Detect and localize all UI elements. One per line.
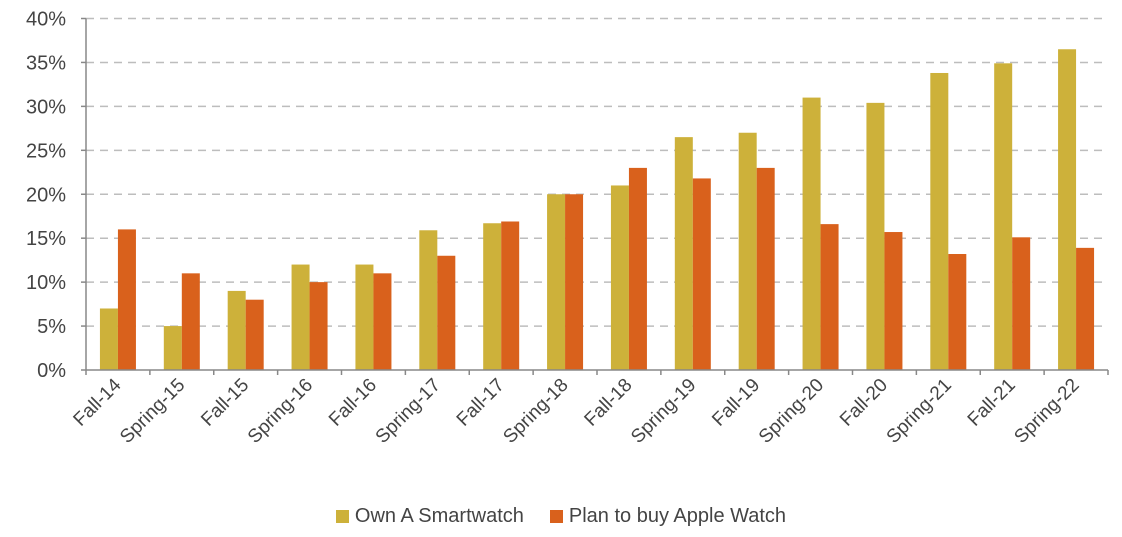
y-tick-label: 0%: [37, 360, 66, 382]
bar-own-smartwatch-spring-16: [291, 264, 310, 370]
bar-plan-to-buy-spring-16: [309, 282, 328, 370]
x-tick-label: Fall-18: [581, 375, 637, 431]
y-tick-label: 10%: [26, 272, 66, 294]
y-tick-label: 25%: [26, 140, 66, 162]
y-tick-label: 40%: [26, 9, 66, 31]
legend-item-own-smartwatch: Own A Smartwatch: [335, 505, 524, 528]
y-tick-label: 30%: [26, 96, 66, 118]
bar-plan-to-buy-fall-18: [628, 167, 647, 370]
bar-own-smartwatch-fall-15: [227, 290, 246, 370]
bar-own-smartwatch-fall-14: [99, 308, 118, 370]
bar-plan-to-buy-fall-17: [501, 221, 520, 370]
x-tick-label: Fall-21: [964, 375, 1020, 431]
x-tick-label: Fall-14: [70, 374, 126, 430]
y-tick-label: 15%: [26, 228, 66, 250]
bar-own-smartwatch-spring-20: [802, 97, 821, 371]
bar-own-smartwatch-spring-21: [930, 72, 949, 371]
bar-plan-to-buy-fall-19: [756, 167, 775, 370]
x-tick-label: Spring-22: [1010, 375, 1083, 448]
x-tick-label: Fall-16: [325, 375, 381, 431]
bar-plan-to-buy-fall-16: [373, 273, 392, 370]
y-tick-label: 5%: [37, 316, 66, 338]
legend-swatch-plan-to-buy: [549, 510, 563, 523]
x-tick-label: Spring-16: [244, 375, 317, 448]
bar-plan-to-buy-spring-15: [181, 273, 200, 370]
legend-label-plan-to-buy: Plan to buy Apple Watch: [568, 505, 787, 527]
bar-plan-to-buy-spring-17: [437, 255, 456, 370]
x-tick-label: Fall-17: [453, 375, 509, 431]
bar-own-smartwatch-fall-20: [866, 102, 885, 371]
legend-item-plan-to-buy: Plan to buy Apple Watch: [549, 505, 787, 528]
bar-own-smartwatch-fall-21: [994, 63, 1013, 370]
bar-own-smartwatch-spring-19: [674, 137, 693, 370]
bar-plan-to-buy-spring-22: [1076, 247, 1095, 370]
bar-plan-to-buy-fall-20: [884, 232, 903, 370]
bar-plan-to-buy-spring-19: [692, 178, 711, 370]
x-tick-label: Spring-21: [883, 375, 956, 448]
x-tick-label: Fall-20: [836, 375, 892, 431]
bar-own-smartwatch-spring-17: [419, 230, 438, 370]
bar-chart: 0%5%10%15%20%25%30%35%40%Fall-14Spring-1…: [26, 9, 1109, 448]
bar-own-smartwatch-spring-15: [163, 326, 182, 370]
bar-plan-to-buy-fall-14: [117, 229, 136, 370]
bar-plan-to-buy-spring-20: [820, 224, 839, 370]
bar-own-smartwatch-spring-18: [547, 194, 566, 370]
bar-plan-to-buy-spring-21: [948, 254, 967, 370]
bar-own-smartwatch-fall-16: [355, 264, 374, 370]
bar-plan-to-buy-fall-15: [245, 299, 264, 370]
bar-own-smartwatch-fall-18: [610, 185, 629, 370]
bar-own-smartwatch-fall-17: [483, 223, 502, 370]
legend: Own A Smartwatch Plan to buy Apple Watch: [0, 505, 1122, 528]
x-tick-label: Spring-15: [116, 375, 189, 448]
y-tick-label: 35%: [26, 52, 66, 74]
x-tick-label: Spring-19: [627, 375, 700, 448]
bar-plan-to-buy-fall-21: [1012, 237, 1031, 370]
bar-own-smartwatch-spring-22: [1058, 49, 1077, 370]
legend-swatch-own-smartwatch: [335, 510, 349, 523]
x-tick-label: Spring-20: [755, 375, 828, 448]
bar-own-smartwatch-fall-19: [738, 132, 757, 370]
legend-label-own-smartwatch: Own A Smartwatch: [354, 505, 524, 527]
x-tick-label: Fall-19: [708, 375, 764, 431]
x-tick-label: Fall-15: [197, 375, 253, 431]
bar-plan-to-buy-spring-18: [565, 194, 584, 370]
x-tick-label: Spring-17: [372, 375, 445, 448]
x-tick-label: Spring-18: [499, 375, 572, 448]
y-tick-label: 20%: [26, 184, 66, 206]
